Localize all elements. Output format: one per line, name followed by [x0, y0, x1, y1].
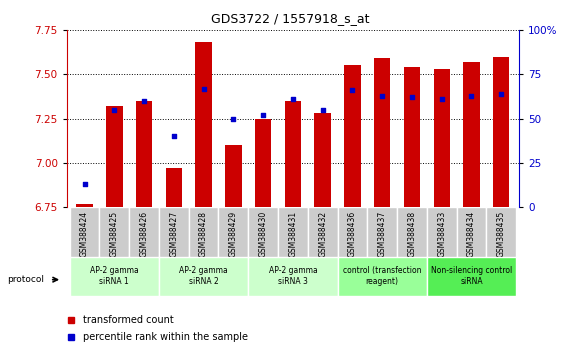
Bar — [70, 207, 99, 257]
Bar — [345, 65, 361, 207]
Bar — [166, 168, 182, 207]
Point — [80, 181, 89, 187]
Point — [110, 107, 119, 113]
Bar — [77, 204, 93, 207]
Point — [288, 96, 298, 102]
Text: AP-2 gamma
siRNA 2: AP-2 gamma siRNA 2 — [179, 267, 228, 286]
Text: AP-2 gamma
siRNA 1: AP-2 gamma siRNA 1 — [90, 267, 139, 286]
Point — [378, 93, 387, 98]
Point — [348, 87, 357, 93]
Text: GSM388430: GSM388430 — [259, 211, 267, 257]
Text: GSM388425: GSM388425 — [110, 211, 119, 257]
Bar — [255, 119, 271, 207]
Text: Non-silencing control
siRNA: Non-silencing control siRNA — [431, 267, 512, 286]
Bar — [285, 101, 301, 207]
Bar — [106, 106, 122, 207]
Bar — [397, 207, 427, 257]
Text: GSM388438: GSM388438 — [408, 211, 416, 257]
Bar — [433, 69, 450, 207]
Text: GDS3722 / 1557918_s_at: GDS3722 / 1557918_s_at — [211, 12, 369, 25]
Bar — [70, 257, 159, 296]
Text: GSM388434: GSM388434 — [467, 211, 476, 257]
Bar — [456, 207, 487, 257]
Bar — [487, 207, 516, 257]
Text: GSM388428: GSM388428 — [199, 211, 208, 257]
Bar — [99, 207, 129, 257]
Text: GSM388427: GSM388427 — [169, 211, 178, 257]
Bar — [136, 101, 153, 207]
Text: protocol: protocol — [7, 275, 44, 284]
Bar — [314, 113, 331, 207]
Bar — [159, 207, 188, 257]
Bar — [129, 207, 159, 257]
Bar — [159, 257, 248, 296]
Bar — [367, 207, 397, 257]
Bar — [493, 57, 509, 207]
Point — [407, 95, 416, 100]
Text: GSM388432: GSM388432 — [318, 211, 327, 257]
Bar — [188, 207, 219, 257]
Text: GSM388436: GSM388436 — [348, 211, 357, 257]
Bar — [427, 257, 516, 296]
Text: percentile rank within the sample: percentile rank within the sample — [82, 332, 248, 342]
Bar — [248, 207, 278, 257]
Text: GSM388435: GSM388435 — [496, 211, 506, 257]
Text: GSM388433: GSM388433 — [437, 211, 446, 257]
Text: GSM388431: GSM388431 — [288, 211, 298, 257]
Bar — [463, 62, 480, 207]
Bar — [427, 207, 456, 257]
Text: transformed count: transformed count — [82, 315, 173, 325]
Point — [496, 91, 506, 97]
Text: GSM388424: GSM388424 — [80, 211, 89, 257]
Bar — [219, 207, 248, 257]
Text: GSM388437: GSM388437 — [378, 211, 387, 257]
Bar — [374, 58, 390, 207]
Bar — [195, 42, 212, 207]
Point — [437, 96, 447, 102]
Point — [259, 112, 268, 118]
Bar — [248, 257, 338, 296]
Text: control (transfection
reagent): control (transfection reagent) — [343, 267, 422, 286]
Point — [467, 93, 476, 98]
Bar — [308, 207, 338, 257]
Point — [318, 107, 327, 113]
Bar — [404, 67, 420, 207]
Point — [229, 116, 238, 121]
Text: GSM388429: GSM388429 — [229, 211, 238, 257]
Text: AP-2 gamma
siRNA 3: AP-2 gamma siRNA 3 — [269, 267, 317, 286]
Point — [199, 86, 208, 91]
Bar — [338, 257, 427, 296]
Point — [139, 98, 148, 104]
Text: GSM388426: GSM388426 — [140, 211, 148, 257]
Bar — [278, 207, 308, 257]
Bar — [338, 207, 367, 257]
Point — [169, 133, 179, 139]
Bar — [225, 145, 241, 207]
